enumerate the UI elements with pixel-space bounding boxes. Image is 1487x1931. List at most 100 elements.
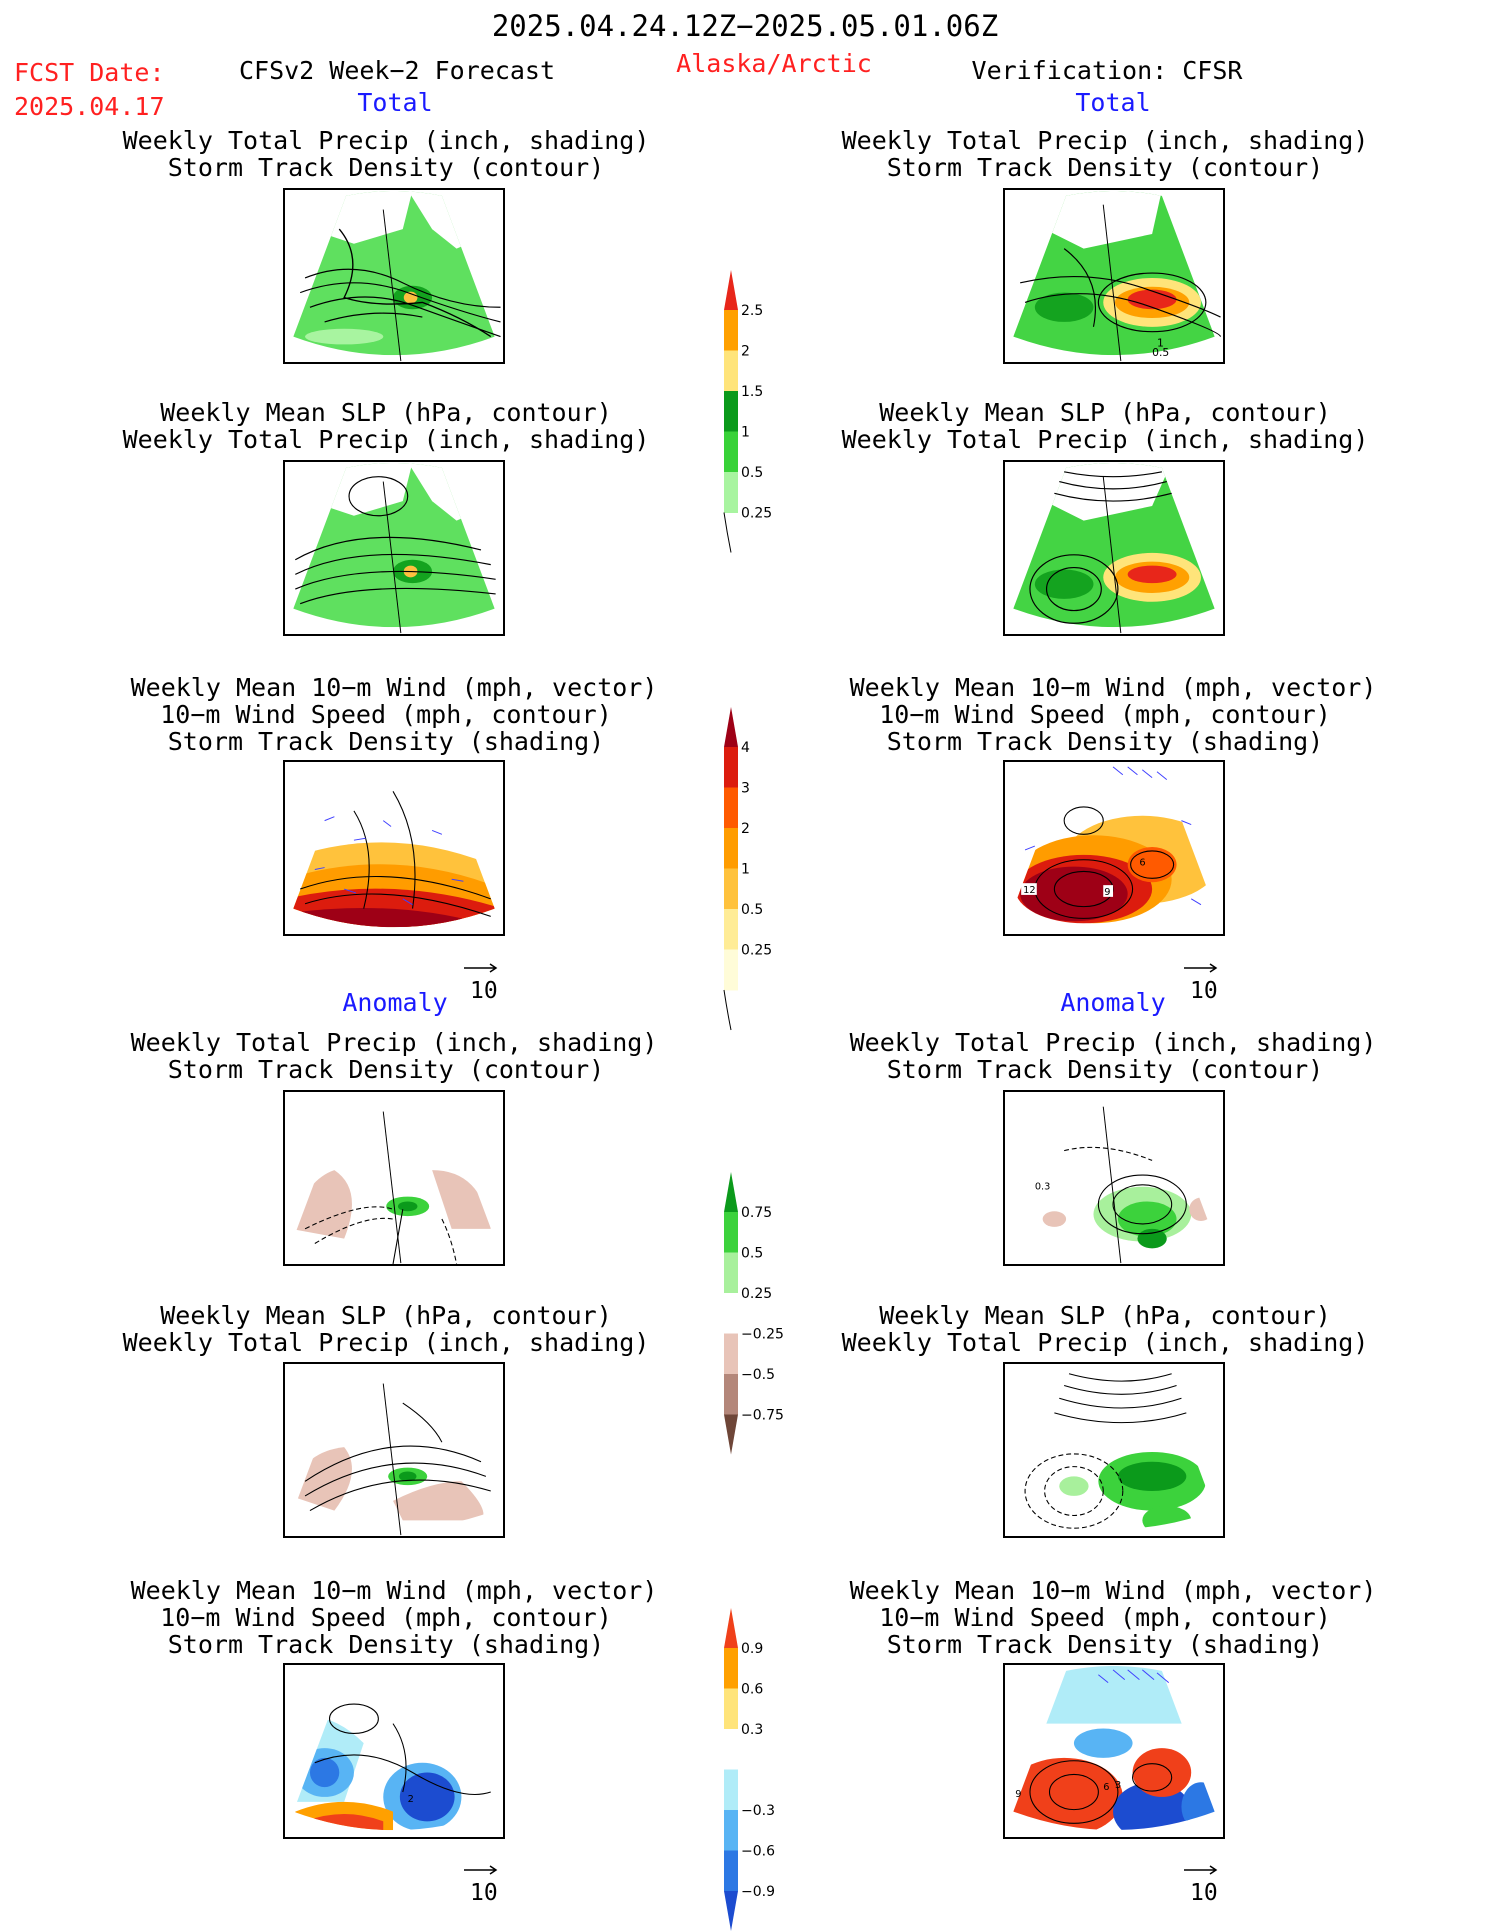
title-slp-l1: Weekly Mean SLP (hPa, contour) — [160, 398, 612, 427]
colorbar-segment — [724, 1293, 738, 1334]
map-fcst-total-wind — [283, 760, 505, 936]
title-wind-l2: 10−m Wind Speed (mph, contour) — [879, 1603, 1331, 1632]
contour-label: 2 — [408, 1794, 414, 1805]
colorbar-segment — [724, 310, 738, 351]
colorbar-label: −0.75 — [741, 1408, 784, 1424]
title-wind-l1: Weekly Mean 10−m Wind (mph, vector) — [849, 673, 1377, 702]
map-cfsr-anom-precip: 0.3 — [1003, 1090, 1225, 1266]
title-precip-l1: Weekly Total Precip (inch, shading) — [841, 126, 1369, 155]
colorbar-label: 1 — [741, 425, 750, 441]
title-precip-l1: Weekly Total Precip (inch, shading) — [122, 126, 650, 155]
colorbar-top-cap — [724, 707, 738, 747]
contour-label: 0.3 — [1035, 1182, 1051, 1193]
colorbar-label: 2 — [741, 821, 750, 837]
map-cfsr-anom-wind: 9 6 3 — [1003, 1663, 1225, 1839]
colorbar-label: −0.9 — [741, 1884, 775, 1900]
colorbar-label: 0.25 — [741, 506, 772, 522]
fcst-date-value: 2025.04.17 — [14, 92, 165, 121]
colorbar-label: 0.75 — [741, 1205, 772, 1221]
colorbar-top-cap — [724, 1172, 738, 1212]
verification-title: Verification: CFSR — [971, 56, 1243, 85]
colorbar-label: 0.25 — [741, 1286, 772, 1302]
colorbar-label: −0.25 — [741, 1327, 784, 1343]
colorbar-segment — [724, 1729, 738, 1770]
colorbar-anom-precip: 0.75 0.5 0.25 −0.25 −0.5 −0.75 — [724, 1172, 804, 1455]
colorbar-segment — [724, 431, 738, 473]
map-cfsr-total-precip: 1 0.5 — [1003, 188, 1225, 364]
colorbar-segment — [724, 1850, 738, 1892]
colorbar-label: 1.5 — [741, 384, 763, 400]
title-slp-l1: Weekly Mean SLP (hPa, contour) — [879, 398, 1331, 427]
region-title: Alaska/Arctic — [676, 49, 872, 78]
title-slp-l1: Weekly Mean SLP (hPa, contour) — [879, 1301, 1331, 1330]
colorbar-anom-storm-density: 0.9 0.6 0.3 −0.3 −0.6 −0.9 — [724, 1608, 804, 1931]
colorbar-segment — [724, 1688, 738, 1730]
colorbar-label: 0.9 — [741, 1641, 763, 1657]
map-fcst-anom-precip — [283, 1090, 505, 1266]
map-fcst-anom-wind: 2 — [283, 1663, 505, 1839]
contour-label: 0.5 — [1152, 346, 1169, 359]
colorbar-segment — [724, 1769, 738, 1811]
title-slp-l2: Weekly Total Precip (inch, shading) — [122, 425, 650, 454]
colorbar-label: 3 — [741, 781, 750, 797]
title-precip-l1: Weekly Total Precip (inch, shading) — [849, 1028, 1377, 1057]
colorbar-label: 0.3 — [741, 1722, 763, 1738]
map-cfsr-total-slp — [1003, 460, 1225, 636]
contour-label: 9 — [1104, 887, 1110, 898]
colorbar-label: −0.6 — [741, 1844, 775, 1860]
section-total-left: Total — [357, 88, 433, 117]
title-precip-l2: Storm Track Density (contour) — [167, 153, 605, 182]
title-precip-l2: Storm Track Density (contour) — [167, 1055, 605, 1084]
contour-label: 3 — [1115, 1780, 1121, 1791]
title-wind-l3: Storm Track Density (shading) — [167, 1630, 605, 1659]
colorbar-segment — [724, 472, 738, 513]
date-range-title: 2025.04.24.12Z−2025.05.01.06Z — [491, 9, 999, 43]
colorbar-total-precip: 2.5 2 1.5 1 0.5 0.25 — [723, 270, 804, 553]
title-wind-l2: 10−m Wind Speed (mph, contour) — [879, 700, 1331, 729]
colorbar-segment — [724, 1333, 738, 1375]
vector-reference: 10 — [462, 962, 522, 1006]
colorbar-label: 0.5 — [741, 465, 763, 481]
colorbar-segment — [724, 747, 738, 788]
colorbar-tail — [723, 512, 732, 553]
title-precip-l2: Storm Track Density (contour) — [886, 1055, 1324, 1084]
colorbar-segment — [724, 949, 738, 991]
colorbar-segment — [724, 1212, 738, 1253]
vector-reference: 10 — [462, 1864, 522, 1908]
colorbar-label: 0.5 — [741, 1246, 763, 1262]
title-wind-l1: Weekly Mean 10−m Wind (mph, vector) — [849, 1576, 1377, 1605]
title-slp-l1: Weekly Mean SLP (hPa, contour) — [160, 1301, 612, 1330]
contour-label: 9 — [1015, 1789, 1021, 1800]
title-slp-l2: Weekly Total Precip (inch, shading) — [122, 1328, 650, 1357]
contour-label: 1 — [1157, 336, 1164, 349]
fcst-date-label: FCST Date: — [14, 58, 165, 87]
colorbar-segment — [724, 787, 738, 829]
map-fcst-anom-slp — [283, 1362, 505, 1538]
colorbar-label: 0.6 — [741, 1682, 763, 1698]
colorbar-label: 2 — [741, 344, 750, 360]
colorbar-label: −0.3 — [741, 1803, 775, 1819]
colorbar-segment — [724, 1252, 738, 1294]
title-precip-l2: Storm Track Density (contour) — [886, 153, 1324, 182]
map-cfsr-total-wind: 12 9 6 — [1003, 760, 1225, 936]
colorbar-label: 4 — [741, 740, 750, 756]
title-precip-l1: Weekly Total Precip (inch, shading) — [130, 1028, 658, 1057]
colorbar-segment — [724, 909, 738, 950]
contour-label: 6 — [1139, 858, 1145, 869]
colorbar-segment — [724, 1648, 738, 1689]
colorbar-label: 1 — [741, 862, 750, 878]
section-anomaly-right: Anomaly — [1060, 988, 1166, 1017]
vector-reference: 10 — [1182, 962, 1242, 1006]
colorbar-segment — [724, 828, 738, 869]
title-slp-l2: Weekly Total Precip (inch, shading) — [841, 1328, 1369, 1357]
map-fcst-total-precip — [283, 188, 505, 364]
colorbar-segment — [724, 350, 738, 392]
model-title: CFSv2 Week−2 Forecast — [238, 56, 556, 85]
title-slp-l2: Weekly Total Precip (inch, shading) — [841, 425, 1369, 454]
colorbar-top-cap — [724, 270, 738, 310]
contour-label: 6 — [1103, 1782, 1109, 1793]
section-anomaly-left: Anomaly — [342, 988, 448, 1017]
colorbar-label: 0.5 — [741, 902, 763, 918]
colorbar-top-cap — [724, 1608, 738, 1648]
title-wind-l3: Storm Track Density (shading) — [886, 727, 1324, 756]
